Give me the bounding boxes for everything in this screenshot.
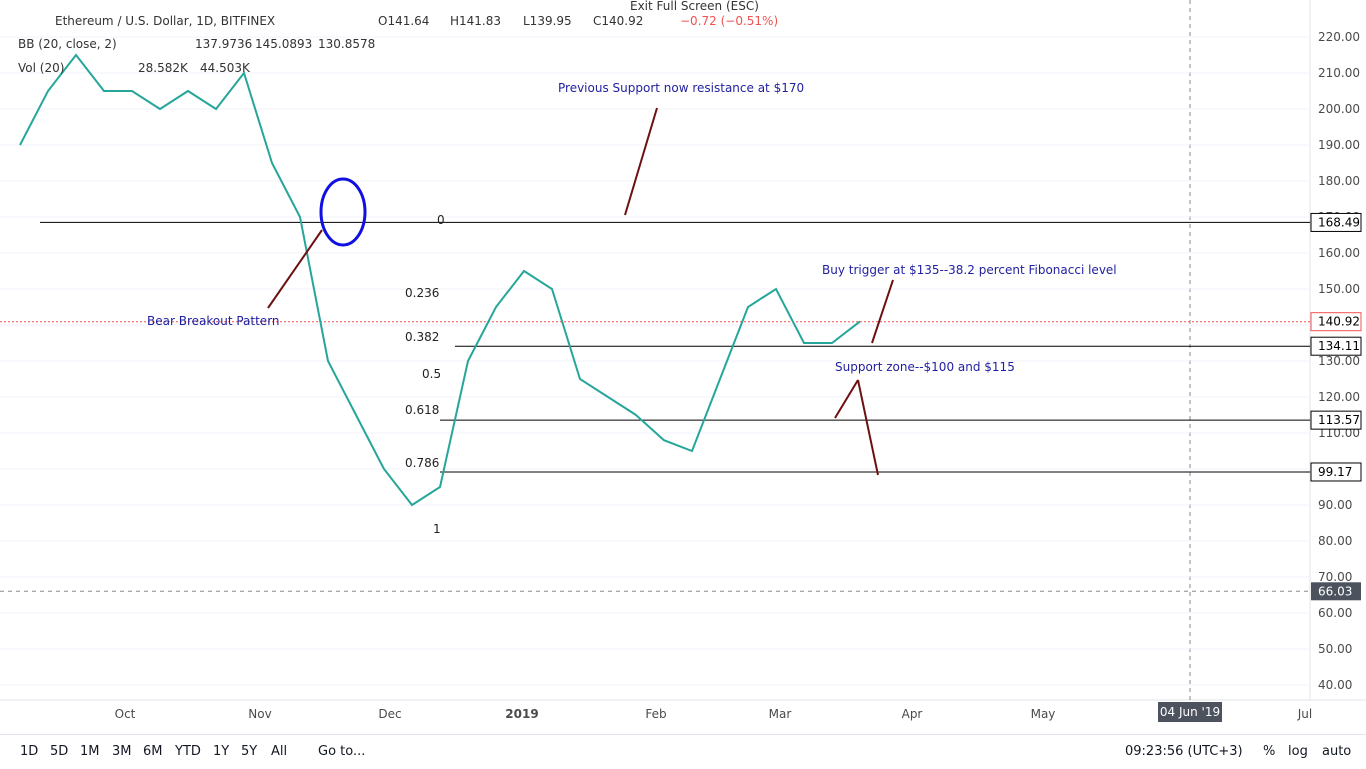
toolbar-button[interactable]: 5D — [50, 744, 69, 759]
x-tick-label: May — [1031, 707, 1056, 721]
header-text: Ethereum / U.S. Dollar, 1D, BITFINEX — [55, 14, 275, 28]
annotation: Support zone--$100 and $115 — [835, 360, 1015, 374]
level-label: 99.17 — [1318, 465, 1352, 479]
x-tick-label: Nov — [248, 707, 271, 721]
toolbar-button[interactable]: 1D — [20, 744, 39, 759]
fib-label: 0.618 — [405, 403, 439, 417]
x-tick-label: 2019 — [505, 707, 538, 721]
toolbar-button[interactable]: Go to... — [318, 744, 366, 759]
last-price-label: 140.92 — [1318, 315, 1360, 329]
header-text: 137.9736 — [195, 37, 252, 51]
fib-label: 1 — [433, 522, 441, 536]
y-tick-label: 40.00 — [1318, 678, 1352, 692]
level-label: 134.11 — [1318, 339, 1360, 353]
level-box — [1310, 410, 1362, 430]
fib-label: 0.236 — [405, 286, 439, 300]
toolbar-button[interactable]: 6M — [143, 744, 163, 759]
toolbar-button[interactable]: 1Y — [213, 744, 230, 759]
level-box — [1310, 462, 1362, 482]
header-text: 28.582K — [138, 61, 189, 75]
x-tick-label: Apr — [902, 707, 923, 721]
annotation: Buy trigger at $135--38.2 percent Fibona… — [822, 263, 1117, 277]
y-tick-label: 70.00 — [1318, 570, 1352, 584]
bottom-toolbar: 1D 5D 1M 3M 6M YTD 1Y 5Y All Go to... 09:23:56 (UT… — [0, 734, 1366, 769]
last-price-box — [1310, 312, 1362, 332]
y-tick-label: 180.00 — [1318, 174, 1360, 188]
arrow — [871, 279, 894, 344]
y-tick-label: 190.00 — [1318, 138, 1360, 152]
fib-label: 0 — [437, 213, 445, 227]
x-tick-label: Mar — [769, 707, 792, 721]
toolbar-button[interactable]: All — [271, 744, 288, 759]
y-tick-label: 90.00 — [1318, 498, 1352, 512]
arrow — [267, 229, 323, 309]
y-tick-label: 200.00 — [1318, 102, 1360, 116]
y-tick-label: 60.00 — [1318, 606, 1352, 620]
arrow — [624, 107, 658, 216]
level-label: 113.57 — [1318, 413, 1360, 427]
header-text: Vol (20) — [18, 61, 64, 75]
fib-label: 0.5 — [422, 367, 441, 381]
fib-label: 0.382 — [405, 330, 439, 344]
level-box — [1310, 336, 1362, 356]
toolbar-button[interactable]: 5Y — [241, 744, 258, 759]
header-text: 145.0893 — [255, 37, 312, 51]
toolbar-button[interactable]: 09:23:56 (UTC+3) — [1125, 744, 1243, 759]
toolbar-button[interactable]: YTD — [175, 744, 201, 759]
chart: 220.00 210.00 200.00 190.00 180.00 1 70.00 160.… — [0, 0, 1366, 722]
crosshair-x-label: 04 Jun '19 — [1160, 705, 1220, 719]
header-text: O141.64 — [378, 14, 429, 28]
header-text: 44.503K — [200, 61, 251, 75]
y-tick-label: 160.00 — [1318, 246, 1360, 260]
x-tick-label: Dec — [378, 707, 401, 721]
annotation: Bear Breakout Pattern — [147, 314, 280, 328]
y-tick-label: 130.00 — [1318, 354, 1360, 368]
y-tick-label: 150.00 — [1318, 282, 1360, 296]
arrow — [857, 379, 879, 476]
toolbar-button[interactable]: 3M — [112, 744, 132, 759]
price-line — [19, 53, 861, 507]
circle-annotation — [319, 177, 367, 247]
fib-label: 0.786 — [405, 456, 439, 470]
level-label: 168.49 — [1318, 215, 1360, 229]
header-text: C140.92 — [593, 14, 643, 28]
x-tick-label: Oct — [115, 707, 136, 721]
y-tick-label: 120.00 — [1318, 390, 1360, 404]
x-tick-label: Jul — [1297, 707, 1312, 721]
y-tick-label: 50.00 — [1318, 642, 1352, 656]
header-text: Exit Full Screen (ESC) — [630, 0, 759, 13]
level-box — [1310, 212, 1362, 232]
toolbar-button[interactable]: auto — [1322, 744, 1352, 759]
y-tick-label: 80.00 — [1318, 534, 1352, 548]
toolbar-button[interactable]: 1M — [80, 744, 100, 759]
x-tick-label: Feb — [645, 707, 666, 721]
header-text: 130.8578 — [318, 37, 375, 51]
annotation: Previous Support now resistance at $170 — [558, 81, 804, 95]
toolbar-button[interactable]: % — [1263, 744, 1276, 759]
header-text: L139.95 — [523, 14, 572, 28]
header-text: H141.83 — [450, 14, 501, 28]
y-tick-label: 210.00 — [1318, 66, 1360, 80]
arrow — [834, 379, 859, 419]
header-text: BB (20, close, 2) — [18, 37, 117, 51]
header-text: −0.72 (−0.51%) — [680, 14, 778, 28]
crosshair-label: 66.03 — [1318, 584, 1352, 598]
y-tick-label: 220.00 — [1318, 30, 1360, 44]
crosshair-box — [1311, 582, 1361, 601]
toolbar-button[interactable]: log — [1288, 744, 1308, 759]
crosshair-x-box — [1158, 702, 1222, 722]
